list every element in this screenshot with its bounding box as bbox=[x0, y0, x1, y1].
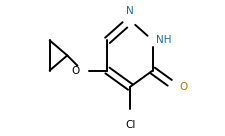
Text: NH: NH bbox=[157, 35, 172, 45]
Text: O: O bbox=[179, 82, 187, 92]
Text: N: N bbox=[126, 7, 134, 16]
Text: Cl: Cl bbox=[125, 120, 135, 129]
Text: O: O bbox=[72, 66, 80, 75]
